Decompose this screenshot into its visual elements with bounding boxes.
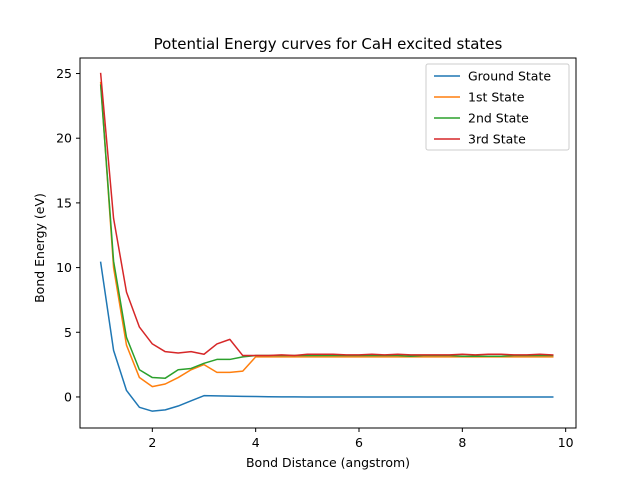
x-tick-label: 2	[148, 435, 156, 450]
y-axis-label: Bond Energy (eV)	[32, 193, 47, 303]
chart-title: Potential Energy curves for CaH excited …	[154, 35, 503, 53]
x-tick-label: 6	[355, 435, 363, 450]
x-axis-label: Bond Distance (angstrom)	[246, 455, 410, 470]
legend: Ground State 1st State 2nd State 3rd State	[425, 63, 570, 151]
series-line-4	[99, 72, 554, 357]
x-axis: 2 4 6 8 10	[148, 428, 574, 450]
y-axis: 0 5 10 15 20 25	[56, 66, 80, 404]
x-tick-label: 4	[252, 435, 260, 450]
axes-frame	[79, 57, 577, 429]
y-tick-label: 20	[56, 131, 72, 146]
legend-label: Ground State	[468, 69, 551, 84]
y-tick-label: 5	[64, 325, 72, 340]
y-tick-label: 25	[56, 66, 72, 81]
x-tick-label: 8	[458, 435, 466, 450]
y-tick-label: 15	[56, 195, 72, 210]
legend-label: 1st State	[468, 90, 525, 105]
series-line-3	[99, 84, 554, 379]
y-tick-label: 0	[64, 389, 72, 404]
x-tick-label: 10	[558, 435, 574, 450]
plot-area	[99, 72, 554, 412]
legend-label: 2nd State	[468, 111, 529, 126]
y-tick-label: 10	[56, 260, 72, 275]
legend-label: 3rd State	[468, 132, 526, 147]
series-line-1	[99, 261, 554, 412]
legend-box	[425, 63, 570, 151]
